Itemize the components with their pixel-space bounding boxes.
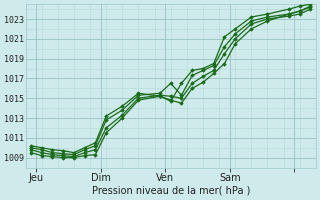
X-axis label: Pression niveau de la mer( hPa ): Pression niveau de la mer( hPa )	[92, 186, 250, 196]
